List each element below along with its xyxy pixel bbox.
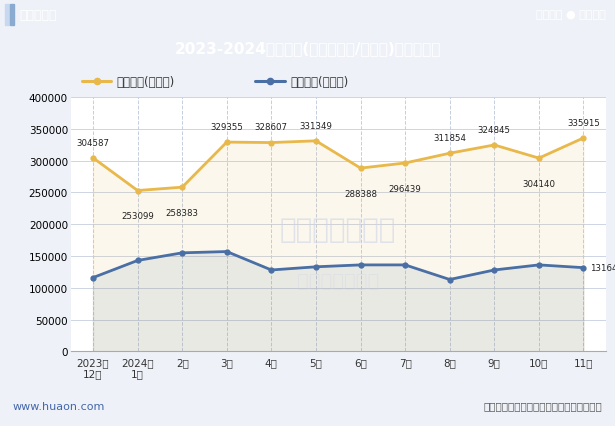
Text: 华经产业研究院: 华经产业研究院 bbox=[297, 271, 379, 290]
Text: 131647: 131647 bbox=[590, 264, 615, 273]
Text: 296439: 296439 bbox=[389, 184, 421, 193]
Text: 253099: 253099 bbox=[121, 212, 154, 221]
Text: 华经情报网: 华经情报网 bbox=[20, 9, 57, 22]
Bar bbox=[10, 5, 14, 26]
Text: 288388: 288388 bbox=[344, 190, 377, 199]
Text: 华经产业研究院: 华经产业研究院 bbox=[280, 216, 397, 244]
Text: 258383: 258383 bbox=[165, 208, 199, 218]
Bar bbox=[5, 5, 9, 26]
Text: 335915: 335915 bbox=[567, 118, 600, 127]
Text: 专业严谨 ● 客观科学: 专业严谨 ● 客观科学 bbox=[536, 11, 606, 20]
Text: 311854: 311854 bbox=[433, 134, 466, 143]
Text: www.huaon.com: www.huaon.com bbox=[12, 400, 105, 411]
Text: 出口总额(万美元): 出口总额(万美元) bbox=[117, 75, 175, 89]
Text: 331349: 331349 bbox=[300, 121, 332, 130]
Text: 数据来源：中国海关；华经产业研究院整理: 数据来源：中国海关；华经产业研究院整理 bbox=[484, 400, 603, 411]
Text: 329355: 329355 bbox=[210, 123, 243, 132]
Text: 304140: 304140 bbox=[522, 179, 555, 188]
Text: 324845: 324845 bbox=[478, 126, 511, 135]
Text: 328607: 328607 bbox=[255, 123, 288, 132]
Text: 304587: 304587 bbox=[76, 138, 109, 147]
Text: 2023-2024年西安市(境内目的地/货源地)进、出口额: 2023-2024年西安市(境内目的地/货源地)进、出口额 bbox=[174, 41, 441, 56]
Text: 进口总额(万美元): 进口总额(万美元) bbox=[290, 75, 348, 89]
